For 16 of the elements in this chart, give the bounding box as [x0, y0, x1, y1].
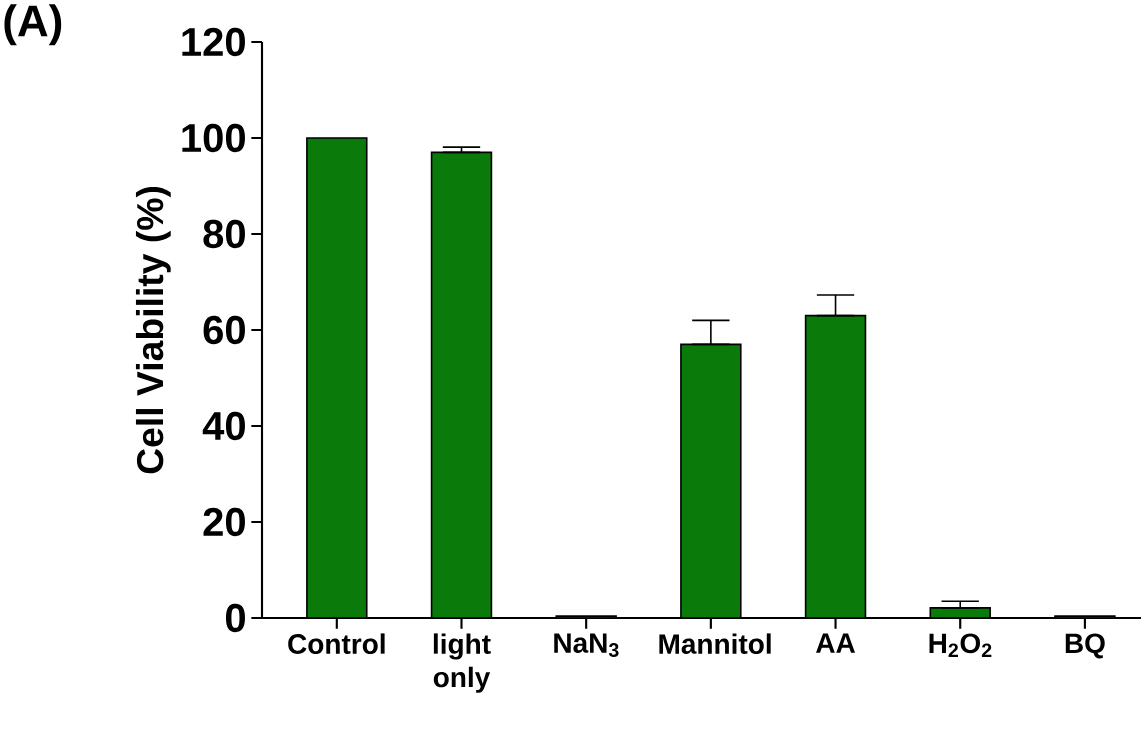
x-tick-label: BQ — [1065, 633, 1105, 659]
x-tick-label: Control — [288, 633, 385, 654]
y-tick-label: 40 — [202, 411, 245, 441]
x-tick-label: Mannitol — [659, 633, 771, 654]
y-tick-label: 120 — [182, 27, 245, 57]
x-tick-label: light only — [433, 633, 491, 693]
y-axis-title: Cell Viability (%) — [135, 186, 171, 474]
x-tick-label: AA — [816, 633, 856, 653]
x-tick-label: H$_{2}$O$_{2}$ — [929, 633, 992, 658]
y-tick-label: 80 — [203, 219, 245, 249]
y-tick-label: 20 — [203, 507, 245, 537]
text: (A) — [4, 4, 62, 46]
y-tick-label: 0 — [225, 603, 245, 633]
y-tick-label: 60 — [203, 315, 245, 345]
x-tick-label: NaN$_{3}$ — [554, 633, 619, 658]
y-tick-label: 100 — [182, 123, 245, 153]
